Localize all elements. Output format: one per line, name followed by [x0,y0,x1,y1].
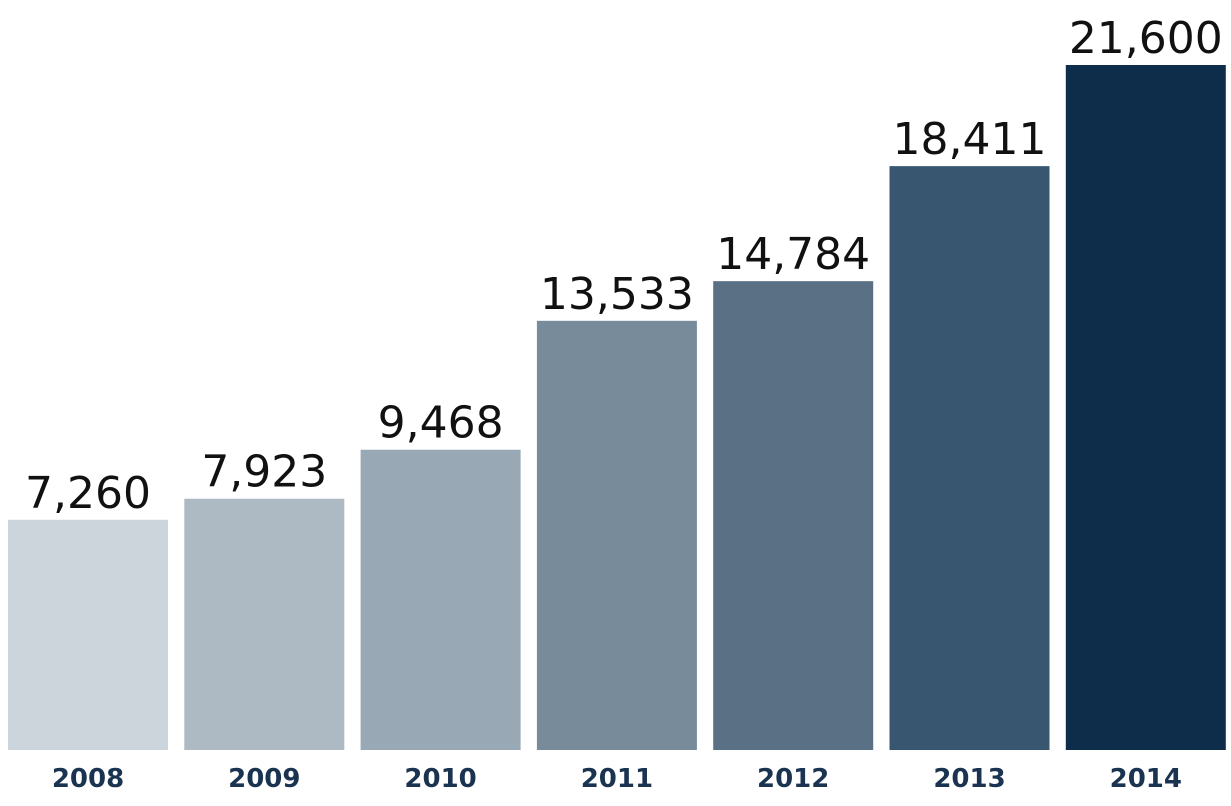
x-tick-label: 2014 [1110,764,1182,794]
bar [360,449,521,750]
x-tick-label: 2009 [228,764,300,794]
bar [8,519,168,750]
value-label: 14,784 [716,229,870,280]
value-label: 13,533 [540,269,694,320]
value-label: 21,600 [1069,13,1223,64]
bar [889,166,1050,751]
value-label: 7,260 [25,468,151,519]
value-label: 9,468 [378,398,504,449]
x-tick-label: 2013 [933,764,1005,794]
value-label: 7,923 [201,447,327,498]
bar [184,498,345,750]
bar [536,320,697,750]
value-label: 18,411 [893,114,1047,165]
bar [1065,65,1226,750]
x-tick-label: 2010 [404,764,476,794]
x-tick-label: 2008 [52,764,124,794]
x-tick-label: 2011 [581,764,653,794]
x-tick-label: 2012 [757,764,829,794]
bar [713,281,874,750]
